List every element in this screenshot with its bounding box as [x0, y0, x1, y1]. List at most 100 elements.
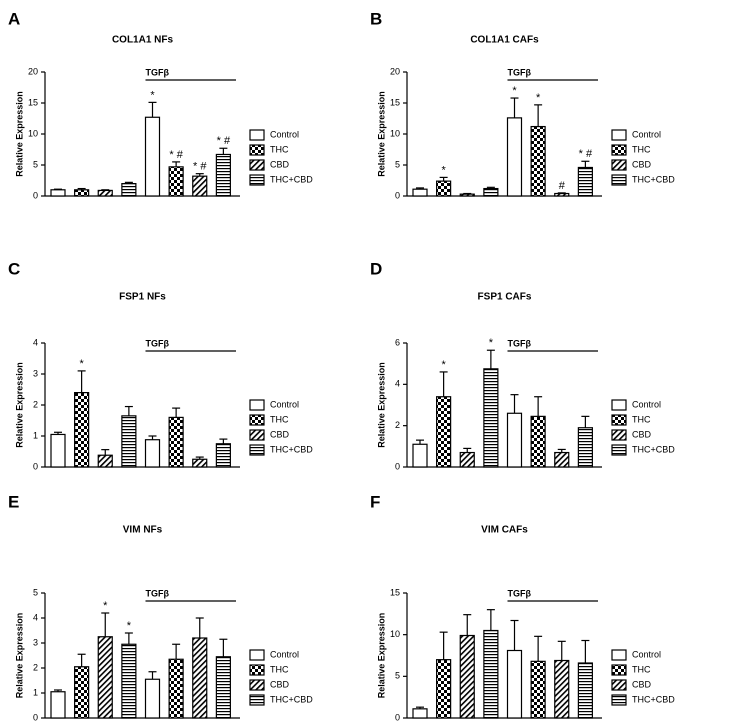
bar: [530, 125, 546, 197]
legend-swatch: [611, 649, 627, 661]
bar: [506, 649, 523, 719]
y-tick-label: 0: [33, 461, 38, 471]
y-tick-label: 10: [390, 629, 400, 639]
legend-swatch: [611, 399, 627, 411]
legend-swatch: [249, 129, 265, 141]
bracket-label: TGFβ: [508, 588, 532, 598]
y-tick-label: 0: [395, 712, 400, 722]
bar: [97, 636, 113, 719]
bar: [483, 368, 499, 468]
significance-marker: *: [536, 92, 541, 104]
bar: [192, 175, 208, 197]
bar: [436, 396, 452, 468]
legend-swatch: [611, 679, 627, 691]
significance-marker: *: [512, 85, 517, 97]
legend-label: THC+CBD: [270, 174, 313, 184]
legend-swatch: [611, 429, 627, 441]
legend-label: THC: [632, 664, 651, 674]
bracket-label: TGFβ: [508, 338, 532, 348]
legend-swatch: [249, 414, 265, 426]
legend-label: THC: [632, 144, 651, 154]
legend-swatch: [611, 444, 627, 456]
bar: [74, 392, 90, 468]
bracket-label: TGFβ: [146, 588, 170, 598]
y-axis-label: Relative Expression: [14, 613, 24, 699]
legend-label: THC+CBD: [270, 694, 313, 704]
significance-marker: *: [489, 337, 494, 349]
significance-marker: *: [127, 620, 132, 632]
y-tick-label: 3: [33, 637, 38, 647]
bar: [506, 117, 523, 197]
legend-swatch: [611, 129, 627, 141]
y-tick-label: 15: [28, 97, 38, 107]
y-tick-label: 0: [395, 190, 400, 200]
y-tick-label: 5: [33, 159, 38, 169]
bar: [168, 166, 184, 197]
legend-swatch: [249, 159, 265, 171]
legend-label: THC: [270, 144, 289, 154]
y-tick-label: 4: [395, 379, 400, 389]
y-tick-label: 0: [33, 712, 38, 722]
significance-marker: * #: [579, 148, 593, 160]
y-tick-label: 5: [33, 587, 38, 597]
panel-letter: A: [8, 9, 20, 28]
significance-marker: *: [441, 164, 446, 176]
bar: [74, 189, 90, 197]
legend-label: Control: [270, 129, 299, 139]
y-tick-label: 15: [390, 587, 400, 597]
legend-label: CBD: [270, 429, 290, 439]
bar: [215, 443, 231, 468]
chart-title: VIM NFs: [123, 525, 163, 536]
legend-swatch: [249, 444, 265, 456]
legend-swatch: [249, 429, 265, 441]
y-tick-label: 6: [395, 337, 400, 347]
y-tick-label: 4: [33, 337, 38, 347]
significance-marker: * #: [217, 135, 231, 147]
y-tick-label: 20: [390, 66, 400, 76]
legend-swatch: [611, 414, 627, 426]
bar: [530, 415, 546, 468]
bar: [412, 443, 428, 468]
bracket-label: TGFβ: [508, 67, 532, 77]
y-tick-label: 0: [33, 190, 38, 200]
y-tick-label: 10: [390, 128, 400, 138]
y-tick-label: 0: [395, 461, 400, 471]
legend-swatch: [611, 664, 627, 676]
bar: [459, 634, 475, 719]
bar: [412, 708, 428, 719]
bar: [483, 629, 499, 719]
legend-swatch: [611, 174, 627, 186]
legend-label: CBD: [632, 429, 652, 439]
bar: [215, 153, 231, 197]
y-tick-label: 2: [33, 399, 38, 409]
bar: [97, 454, 113, 468]
legend-swatch: [611, 159, 627, 171]
significance-marker: * #: [169, 149, 183, 161]
bar: [530, 660, 546, 719]
bar: [577, 166, 593, 197]
y-tick-label: 5: [395, 671, 400, 681]
y-tick-label: 1: [33, 430, 38, 440]
chart-title: FSP1 CAFs: [478, 292, 532, 303]
chart-title: FSP1 NFs: [119, 292, 166, 303]
bar: [215, 656, 231, 719]
y-tick-label: 3: [33, 368, 38, 378]
y-axis-label: Relative Expression: [376, 91, 386, 177]
bar: [50, 189, 66, 197]
bar: [459, 451, 475, 468]
legend-swatch: [611, 694, 627, 706]
bar: [459, 193, 475, 197]
bar: [144, 678, 161, 719]
bar: [97, 189, 113, 197]
y-axis-label: Relative Expression: [14, 362, 24, 448]
bar: [74, 666, 90, 719]
bar: [144, 116, 161, 197]
legend-label: THC+CBD: [632, 444, 675, 454]
legend-label: Control: [632, 649, 661, 659]
legend-swatch: [249, 144, 265, 156]
legend-label: THC+CBD: [632, 694, 675, 704]
chart-title: VIM CAFs: [481, 525, 528, 536]
legend-label: THC+CBD: [632, 174, 675, 184]
y-tick-label: 1: [33, 687, 38, 697]
